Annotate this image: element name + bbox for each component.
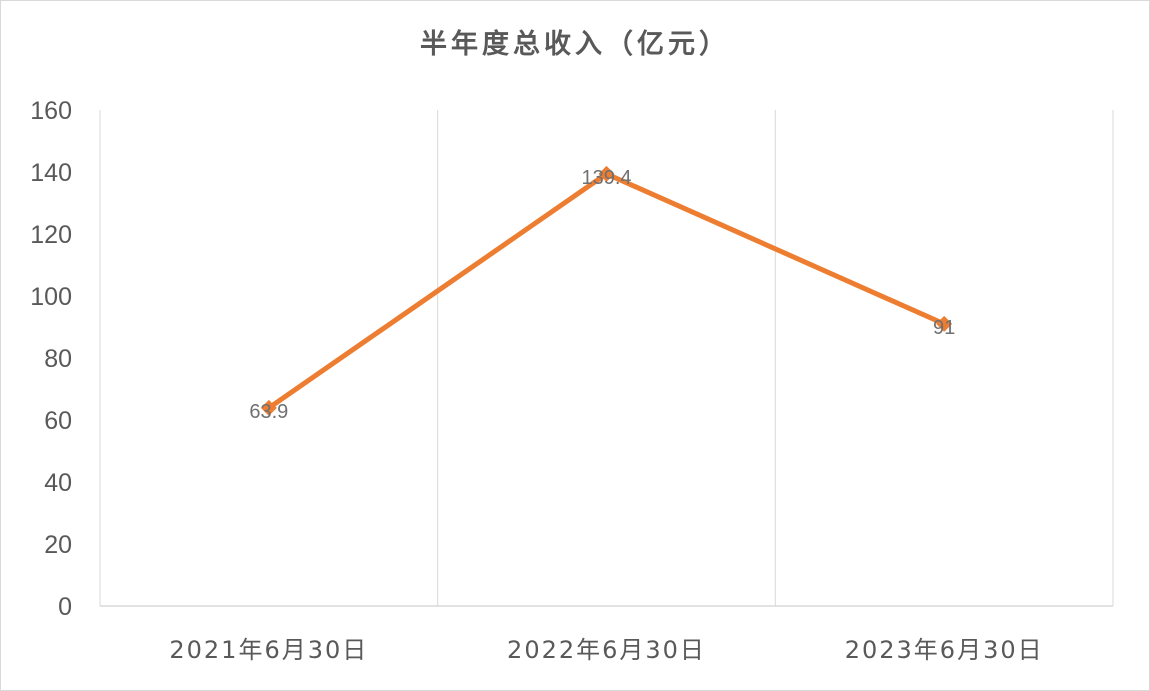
y-tick-label: 160 (30, 97, 72, 125)
y-tick-label: 0 (58, 593, 72, 621)
data-label: 139.4 (581, 167, 631, 189)
data-label: 63.9 (249, 401, 288, 423)
series-line (266, 171, 947, 411)
y-tick-label: 80 (44, 345, 72, 373)
data-label: 91 (933, 317, 955, 339)
y-tick-label: 60 (44, 407, 72, 435)
x-tick-label: 2022年6月30日 (507, 636, 706, 664)
y-tick-label: 100 (30, 283, 72, 311)
y-tick-label: 120 (30, 221, 72, 249)
chart-title: 半年度总收入（亿元） (420, 29, 730, 60)
data-point-marker (598, 165, 615, 182)
y-tick-label: 20 (44, 531, 72, 559)
data-point-marker (260, 399, 277, 416)
x-tick-label: 2023年6月30日 (845, 636, 1044, 664)
y-tick-label: 40 (44, 469, 72, 497)
y-tick-label: 140 (30, 159, 72, 187)
data-point-marker (936, 315, 953, 332)
x-tick-label: 2021年6月30日 (169, 636, 368, 664)
